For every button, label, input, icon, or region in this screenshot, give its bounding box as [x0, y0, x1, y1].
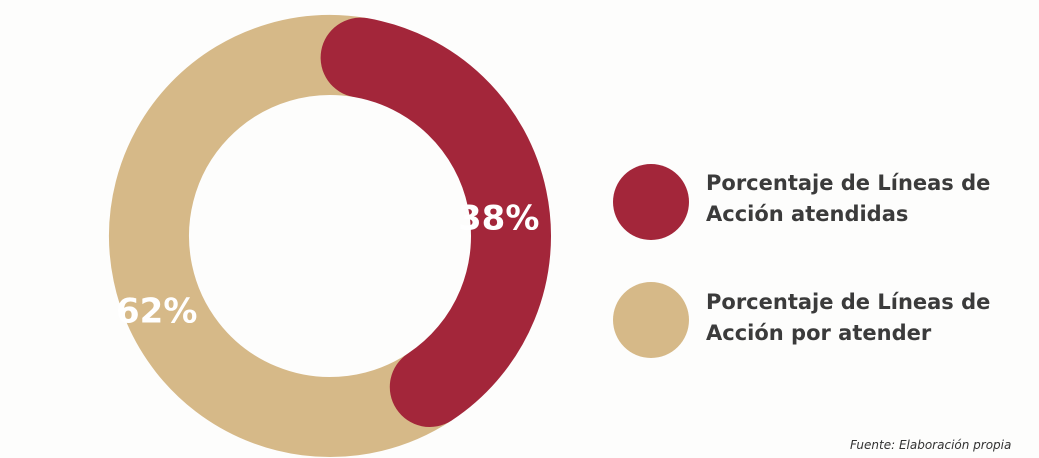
legend-swatch — [613, 164, 689, 240]
value-label: 62% — [116, 292, 197, 332]
page: 38% 62% Porcentaje de Líneas de Acción at… — [0, 0, 1039, 458]
legend-label: Porcentaje de Líneas de Acción por atend… — [706, 287, 1006, 349]
source-note: Fuente: Elaboración propia — [850, 438, 1011, 452]
legend-label: Porcentaje de Líneas de Acción atendidas — [706, 168, 1006, 230]
slice — [149, 55, 430, 417]
value-label: 38% — [458, 199, 539, 239]
legend-swatch — [613, 282, 689, 358]
